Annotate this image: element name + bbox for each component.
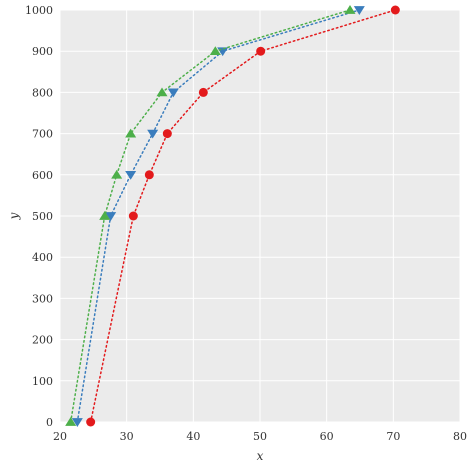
data-point-triangle-down (147, 129, 159, 139)
data-point-triangle-up (156, 87, 168, 97)
series-circle (86, 5, 400, 427)
y-tick-label: 600 (32, 169, 53, 182)
y-axis-label: y (7, 212, 21, 220)
x-axis-label: x (257, 449, 264, 463)
data-point-circle (198, 87, 208, 97)
data-point-circle (144, 170, 154, 180)
x-tick-label: 60 (320, 430, 334, 443)
data-point-circle (86, 417, 96, 427)
data-point-circle (256, 46, 266, 56)
x-tick-label: 80 (453, 430, 467, 443)
data-point-triangle-up (344, 5, 356, 14)
data-point-triangle-down (353, 6, 365, 15)
y-tick-label: 700 (32, 128, 53, 141)
y-tick-label: 0 (46, 416, 53, 429)
y-tick-label: 300 (32, 292, 53, 305)
data-point-triangle-down (125, 170, 137, 180)
data-point-triangle-down (71, 418, 83, 427)
data-point-circle (162, 129, 172, 139)
x-tick-label: 20 (53, 430, 67, 443)
data-point-triangle-up (65, 417, 77, 426)
series-triangle-up (65, 5, 356, 426)
data-point-triangle-up (125, 128, 137, 138)
y-tick-label: 800 (32, 86, 53, 99)
data-series (65, 5, 400, 427)
data-point-triangle-up (111, 169, 123, 179)
x-tick-label: 30 (120, 430, 134, 443)
x-tick-label: 70 (386, 430, 400, 443)
y-tick-label: 400 (32, 251, 53, 264)
data-point-triangle-up (99, 211, 111, 220)
x-tick-label: 50 (253, 430, 267, 443)
y-tick-label: 100 (32, 375, 53, 388)
y-tick-label: 200 (32, 334, 53, 347)
data-point-circle (128, 211, 138, 221)
tick-labels: 20 30 40 50 60 70 8001002003004005006007008009… (25, 4, 467, 443)
x-tick-label: 40 (186, 430, 200, 443)
y-tick-label: 900 (32, 45, 53, 58)
data-point-triangle-down (105, 212, 117, 221)
data-point-triangle-down (167, 88, 179, 98)
data-point-triangle-up (209, 46, 221, 56)
y-tick-label: 500 (32, 210, 53, 223)
gridlines (59, 9, 461, 423)
data-point-circle (390, 5, 400, 15)
y-tick-label: 1000 (25, 4, 53, 17)
